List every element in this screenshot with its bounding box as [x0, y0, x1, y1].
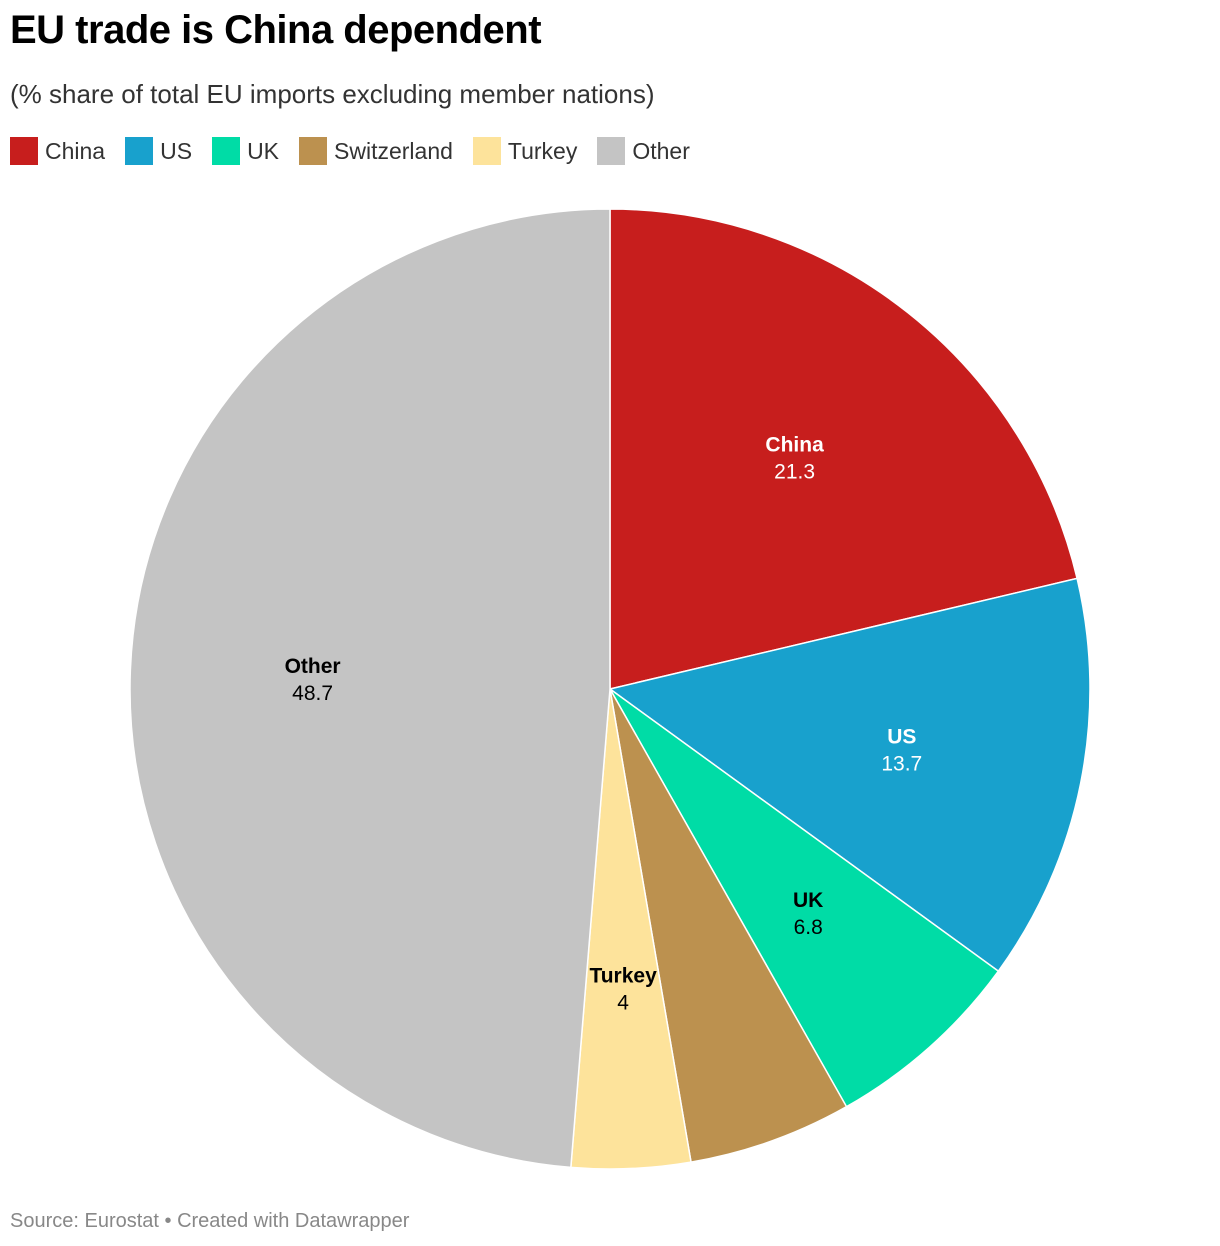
slice-label-other: Other [285, 655, 341, 678]
slice-value-china: 21.3 [774, 461, 815, 484]
slice-value-other: 48.7 [292, 682, 333, 705]
chart-title: EU trade is China dependent [10, 8, 542, 52]
slice-label-us: US [887, 726, 916, 749]
legend-swatch-turkey [472, 137, 501, 165]
legend-item-china: China [10, 137, 105, 165]
pie-slice-us [608, 577, 1091, 973]
legend-label-china: China [45, 137, 106, 164]
pie-slice-other [129, 208, 611, 1169]
legend-swatch-china [10, 137, 38, 165]
legend-swatch-switzerland [299, 137, 328, 165]
legend-item-us: US [125, 137, 192, 165]
legend-swatch-uk [212, 137, 241, 165]
slice-label-china: China [765, 434, 824, 457]
slice-value-turkey: 4 [617, 991, 629, 1014]
slice-label-turkey: Turkey [589, 964, 657, 987]
legend-label-turkey: Turkey [507, 137, 578, 164]
pie-slice-switzerland [609, 688, 848, 1163]
legend-item-uk: UK [212, 137, 279, 165]
legend-item-switzerland: Switzerland [299, 137, 453, 165]
legend-item-turkey: Turkey [472, 137, 578, 165]
legend-label-switzerland: Switzerland [334, 137, 453, 164]
source-note: Source: Eurostat • Created with Datawrap… [10, 1210, 410, 1232]
pie-chart: China 21.3 US 13.7 UK 6.8 Turkey 4 Other 48.7 [129, 208, 1091, 1170]
legend-swatch-other [597, 137, 626, 165]
slice-value-uk: 6.8 [794, 916, 823, 939]
legend-item-other: Other [597, 137, 690, 165]
slice-label-uk: UK [793, 889, 823, 912]
legend-label-us: US [160, 137, 193, 164]
legend-label-other: Other [632, 137, 690, 164]
chart-subtitle: (% share of total EU imports excluding m… [10, 79, 655, 109]
legend-label-uk: UK [247, 137, 280, 164]
pie-slice-china [609, 208, 1078, 690]
legend: China US UK Switzerland Turkey Other [10, 137, 710, 165]
pie-slice-uk [609, 688, 1000, 1108]
slice-value-us: 13.7 [881, 753, 922, 776]
legend-swatch-us [125, 137, 154, 165]
